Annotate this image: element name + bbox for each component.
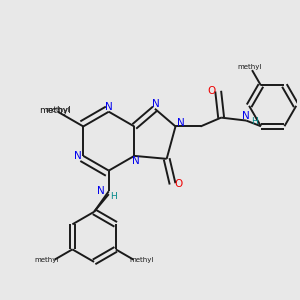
Text: H: H	[251, 117, 258, 126]
Text: methyl: methyl	[130, 257, 154, 263]
Text: N: N	[242, 111, 250, 121]
Text: N: N	[152, 99, 160, 109]
Text: O: O	[174, 179, 183, 189]
Text: methyl: methyl	[237, 64, 261, 70]
Text: H: H	[110, 192, 117, 201]
Text: N: N	[132, 156, 140, 166]
Text: O: O	[208, 86, 216, 96]
Text: methyl: methyl	[39, 106, 71, 115]
Text: N: N	[74, 151, 82, 161]
Text: methyl: methyl	[34, 257, 58, 263]
Text: N: N	[177, 118, 185, 128]
Text: N: N	[97, 186, 104, 196]
Text: methyl: methyl	[46, 107, 70, 113]
Text: N: N	[105, 102, 113, 112]
